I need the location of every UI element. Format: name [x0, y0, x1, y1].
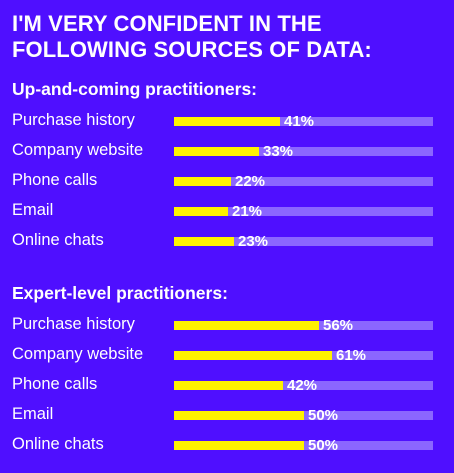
bar-value-label: 56%	[323, 317, 354, 334]
bar-row: Company website 61%	[0, 344, 454, 374]
bar-value-label: 23%	[238, 233, 269, 250]
bar-value-label: 22%	[235, 173, 266, 190]
bar-label: Purchase history	[12, 111, 135, 129]
bar	[174, 441, 304, 450]
bar-track: 50%	[174, 407, 433, 424]
bar-label: Purchase history	[12, 315, 135, 333]
bar-track: 21%	[174, 203, 433, 220]
bar-row: Company website 33%	[0, 140, 454, 170]
bar-value-label: 50%	[308, 407, 339, 424]
bar-track: 33%	[174, 143, 433, 160]
bar-row: Phone calls 42%	[0, 374, 454, 404]
bar-row: Phone calls 22%	[0, 170, 454, 200]
bar-track: 41%	[174, 113, 433, 130]
bar-track: 42%	[174, 377, 433, 394]
bar	[174, 411, 304, 420]
bar-value-label: 33%	[263, 143, 294, 160]
bar-track: 61%	[174, 347, 433, 364]
bar	[174, 351, 332, 360]
bar	[174, 381, 283, 390]
bar-track: 50%	[174, 437, 433, 454]
bar	[174, 177, 231, 186]
title-line-1: I'M VERY CONFIDENT IN THE	[12, 11, 322, 36]
bar-value-label: 42%	[287, 377, 318, 394]
bar-row: Online chats 23%	[0, 230, 454, 260]
bar-value-label: 41%	[284, 113, 315, 130]
bar-track: 23%	[174, 233, 433, 250]
bar-label: Company website	[12, 345, 144, 363]
bar-track: 56%	[174, 317, 433, 334]
bar-label: Online chats	[12, 231, 104, 249]
bar-value-label: 50%	[308, 437, 339, 454]
bar-label: Email	[12, 201, 54, 219]
bar-row: Purchase history 56%	[0, 314, 454, 344]
bar	[174, 147, 259, 156]
bar-value-label: 61%	[336, 347, 367, 364]
title-line-2: FOLLOWING SOURCES OF DATA:	[12, 37, 372, 62]
page-title: I'M VERY CONFIDENT IN THE FOLLOWING SOUR…	[12, 11, 442, 63]
bar	[174, 321, 319, 330]
bar	[174, 207, 228, 216]
bar-label: Company website	[12, 141, 144, 159]
bar	[174, 117, 280, 126]
bar-label: Phone calls	[12, 171, 98, 189]
bar-value-label: 21%	[232, 203, 263, 220]
bar-label: Email	[12, 405, 54, 423]
bar	[174, 237, 234, 246]
section-title-1: Up-and-coming practitioners:	[12, 79, 258, 99]
bar-row: Online chats 50%	[0, 434, 454, 464]
bar-track: 22%	[174, 173, 433, 190]
bar-row: Purchase history 41%	[0, 110, 454, 140]
section-title-2: Expert-level practitioners:	[12, 283, 228, 303]
bar-label: Online chats	[12, 435, 104, 453]
bar-label: Phone calls	[12, 375, 98, 393]
bar-row: Email 21%	[0, 200, 454, 230]
bar-row: Email 50%	[0, 404, 454, 434]
